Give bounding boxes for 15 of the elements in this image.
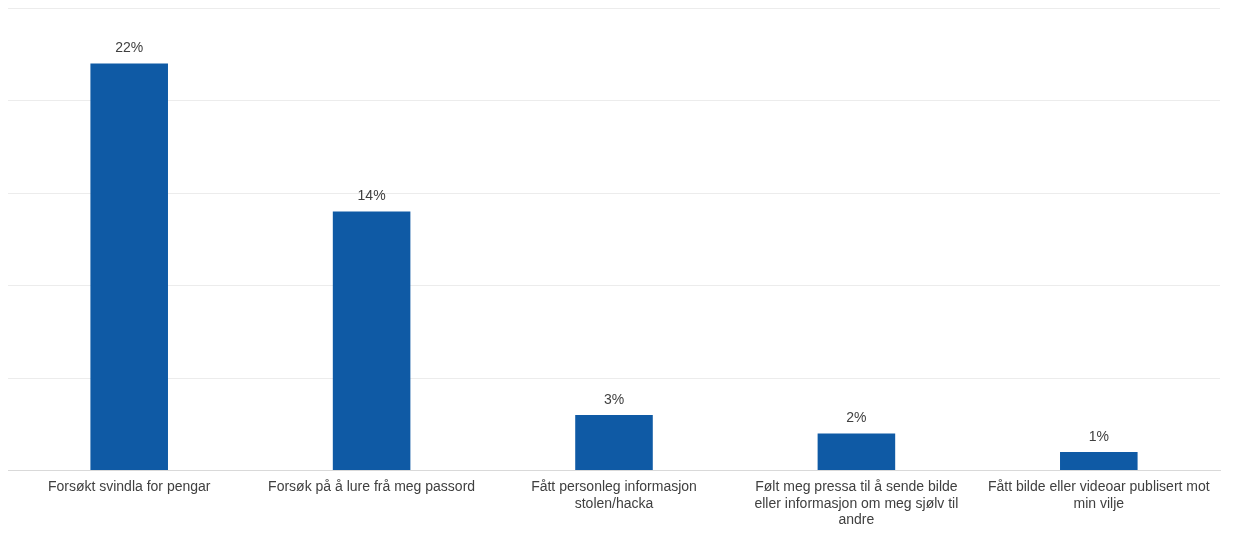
bar [90,63,168,471]
bar [817,433,896,471]
bar [332,211,411,471]
data-label: 1% [1088,427,1109,444]
bar [575,415,653,471]
data-label: 22% [115,39,144,56]
data-label: 3% [603,390,625,407]
x-tick-label: Forsøk på å lure frå meg passord [268,477,476,494]
data-label: 2% [846,409,867,426]
x-tick-label: Fått personleg informasjon stolen/hacka [531,477,697,511]
data-label: 14% [357,187,386,204]
bar [1060,452,1138,471]
x-tick-label: Fått bilde eller videoar publisert mot min vilje [987,477,1210,511]
x-tick-label: Følt meg pressa til å sende bilde eller informasjon om meg sjølv til andre [754,477,959,528]
x-tick-label: Forsøkt svindla for pengar [47,477,211,494]
